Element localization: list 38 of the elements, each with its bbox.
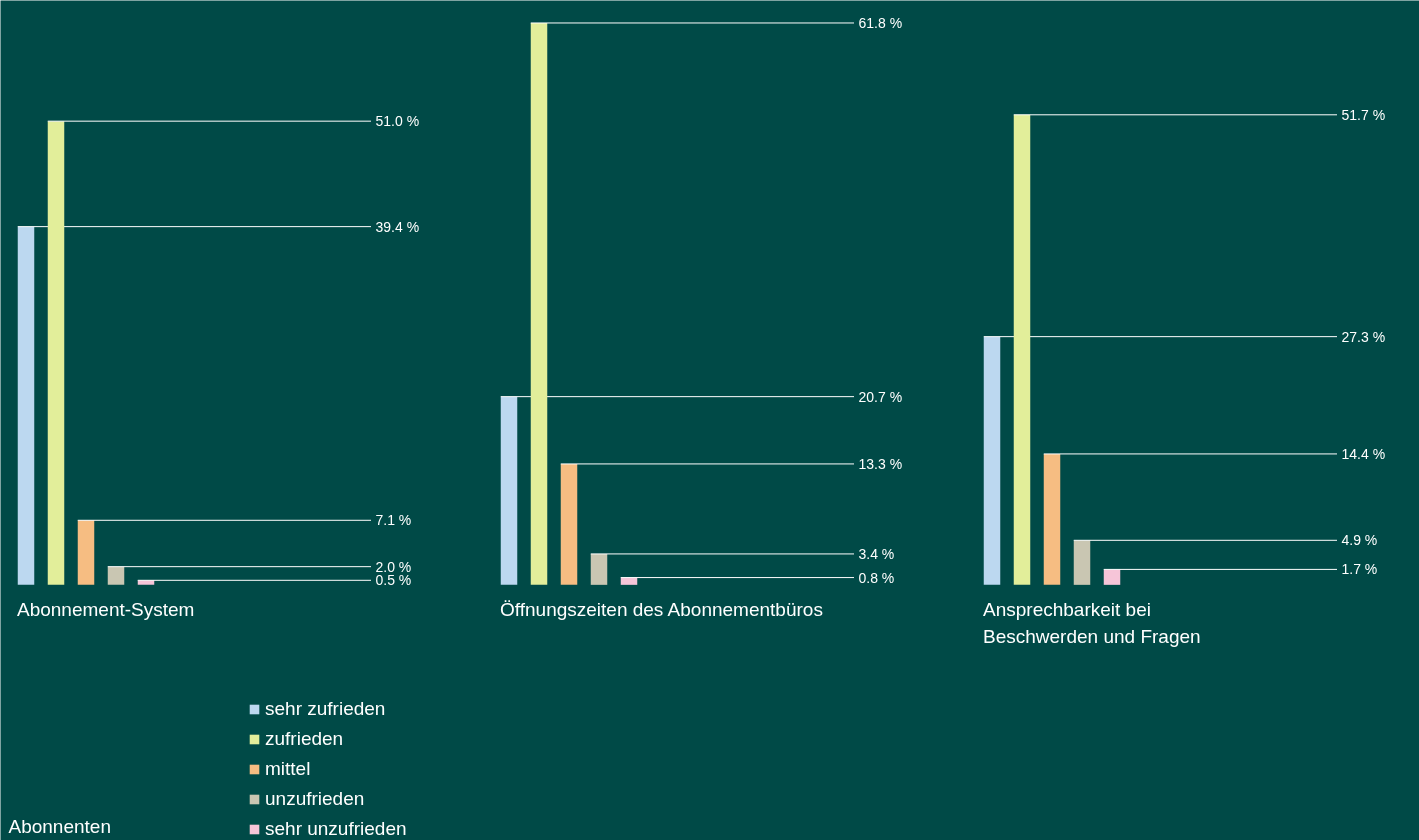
- bar: [47, 121, 65, 585]
- legend-label: sehr zufrieden: [265, 698, 386, 720]
- bar: [560, 463, 578, 585]
- data-label: 51.0 %: [375, 113, 420, 130]
- legend-label: mittel: [265, 758, 311, 780]
- data-label: 20.7 %: [858, 388, 903, 405]
- data-label: 7.1 %: [375, 512, 412, 529]
- bar: [590, 553, 608, 585]
- bar: [620, 577, 638, 585]
- data-label: 1.7 %: [1341, 561, 1378, 578]
- data-label: 61.8 %: [858, 14, 903, 31]
- bar: [107, 566, 125, 585]
- data-label: 3.4 %: [858, 545, 895, 562]
- data-label: 27.3 %: [1341, 328, 1386, 345]
- data-label: 51.7 %: [1341, 106, 1386, 123]
- data-label: 39.4 %: [375, 218, 420, 235]
- legend-label: zufrieden: [265, 728, 344, 750]
- bar: [1013, 114, 1031, 585]
- bar: [17, 226, 35, 585]
- bar: [1103, 569, 1121, 585]
- bar: [1073, 540, 1091, 585]
- data-label: 4.9 %: [1341, 532, 1378, 549]
- bar: [77, 520, 95, 585]
- legend-label: unzufrieden: [265, 788, 365, 810]
- x-tick-label: Abonnement-System: [17, 598, 195, 620]
- data-label: 13.3 %: [858, 455, 903, 472]
- data-label: 0.8 %: [858, 569, 895, 586]
- bar: [530, 22, 548, 585]
- bar: [983, 336, 1001, 585]
- data-label: 2.0 %: [375, 558, 412, 575]
- legend-label: sehr unzufrieden: [265, 818, 407, 840]
- bar: [500, 396, 518, 585]
- text: Abonnenten: [8, 815, 111, 837]
- data-label: 0.5 %: [375, 572, 412, 589]
- data-label: 14.4 %: [1341, 445, 1386, 462]
- x-tick-label: Ansprechbarkeit bei Beschwerden und Fragen: [983, 598, 1201, 648]
- x-tick-label: Öffnungszeiten des Abonnementbüros: [500, 598, 823, 620]
- bar: [1043, 453, 1061, 585]
